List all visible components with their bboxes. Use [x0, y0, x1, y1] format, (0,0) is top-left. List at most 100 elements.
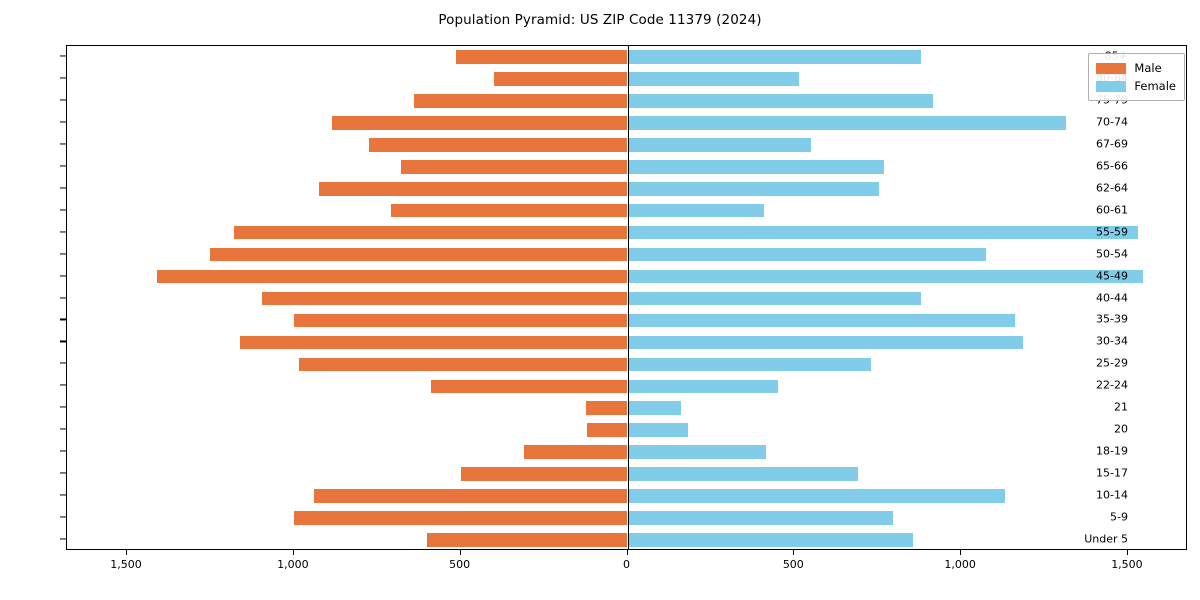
bar-female [627, 225, 1138, 240]
bar-male [332, 116, 628, 130]
bar-row [67, 116, 1186, 130]
bar-female [627, 467, 858, 481]
y-tick-mark [60, 472, 66, 474]
y-tick-mark [60, 274, 66, 277]
y-tick-label: 30-34 [1096, 334, 1128, 348]
bar-male [240, 335, 628, 350]
bars-layer [67, 46, 1186, 549]
legend-swatch [1096, 62, 1127, 74]
bar-male [585, 401, 628, 416]
bar-female [627, 313, 1015, 328]
bar-female [627, 423, 688, 438]
y-tick-mark [60, 121, 66, 123]
y-tick-mark [60, 450, 66, 452]
y-tick-label: 62-64 [1096, 181, 1128, 195]
bar-male [494, 72, 628, 86]
y-tick-mark [60, 77, 66, 79]
x-tick-mark [126, 550, 128, 555]
plot-area [66, 45, 1187, 550]
bar-male [157, 269, 628, 284]
bar-row [67, 203, 1186, 218]
bar-row [67, 423, 1186, 438]
bar-male [390, 203, 628, 218]
y-tick-mark [60, 384, 66, 386]
bar-row [67, 533, 1186, 547]
bar-row [67, 137, 1186, 152]
bar-row [67, 401, 1186, 416]
y-tick-label: 22-24 [1096, 378, 1128, 392]
chart-title: Population Pyramid: US ZIP Code 11379 (2… [438, 12, 762, 28]
y-tick-mark [60, 55, 66, 57]
legend-item: Male [1096, 59, 1176, 77]
y-tick-label: 65-66 [1096, 159, 1128, 173]
bar-row [67, 489, 1186, 503]
bar-male [430, 379, 628, 394]
bar-male [318, 181, 628, 196]
bar-male [413, 94, 628, 108]
y-tick-label: 15-17 [1096, 466, 1128, 480]
bar-female [627, 533, 913, 547]
bar-female [627, 159, 885, 174]
y-tick-label: 35-39 [1096, 312, 1128, 326]
bar-female [627, 269, 1143, 284]
y-tick-mark [60, 296, 66, 299]
bar-female [627, 335, 1023, 350]
x-tick-mark [459, 550, 461, 555]
bar-row [67, 467, 1186, 481]
legend-item: Female [1096, 77, 1176, 95]
y-tick-mark [60, 209, 66, 211]
bar-row [67, 511, 1186, 525]
bar-female [627, 445, 766, 459]
bar-row [67, 72, 1186, 86]
y-tick-mark [60, 187, 66, 189]
bar-male [313, 489, 628, 503]
bar-male [400, 159, 628, 174]
y-tick-label: 67-69 [1096, 137, 1128, 151]
y-tick-label: 50-54 [1096, 247, 1128, 261]
x-tick-mark [793, 550, 795, 555]
bar-row [67, 269, 1186, 284]
bar-female [627, 203, 765, 218]
bar-male [368, 137, 628, 152]
y-tick-mark [60, 516, 66, 518]
y-tick-label: 18-19 [1096, 444, 1128, 458]
bar-male [460, 467, 628, 481]
y-tick-mark [60, 406, 66, 408]
legend-label: Female [1134, 79, 1176, 93]
y-tick-label: 5-9 [1110, 510, 1128, 524]
bar-row [67, 50, 1186, 64]
y-tick-mark [60, 143, 66, 145]
y-tick-label: 10-14 [1096, 488, 1128, 502]
y-tick-mark [60, 362, 66, 364]
bar-row [67, 291, 1186, 306]
bar-female [627, 291, 922, 306]
bar-row [67, 94, 1186, 108]
bar-row [67, 335, 1186, 350]
bar-female [627, 50, 922, 64]
bar-male [427, 533, 628, 547]
y-tick-label: 55-59 [1096, 225, 1128, 239]
x-tick-label: 1,500 [1111, 558, 1143, 571]
bar-female [627, 94, 933, 108]
legend-swatch [1096, 80, 1127, 92]
y-tick-label: Under 5 [1084, 532, 1128, 546]
y-tick-label: 40-44 [1096, 291, 1128, 304]
x-tick-label: 1,000 [277, 558, 309, 571]
bar-female [627, 116, 1067, 130]
y-tick-label: 60-61 [1096, 203, 1128, 217]
bar-female [627, 247, 987, 262]
x-tick-mark [1126, 550, 1129, 555]
y-tick-label: 21 [1114, 400, 1128, 414]
bar-row [67, 357, 1186, 372]
y-tick-mark [60, 231, 66, 233]
y-tick-label: 70-74 [1096, 115, 1128, 129]
bar-female [627, 181, 880, 196]
bar-male [455, 50, 628, 64]
x-tick-label: 1,000 [944, 558, 976, 571]
bar-row [67, 225, 1186, 240]
bar-male [210, 247, 628, 262]
bar-row [67, 181, 1186, 196]
x-tick-label: 0 [623, 558, 630, 571]
zero-axis-line [627, 46, 629, 549]
